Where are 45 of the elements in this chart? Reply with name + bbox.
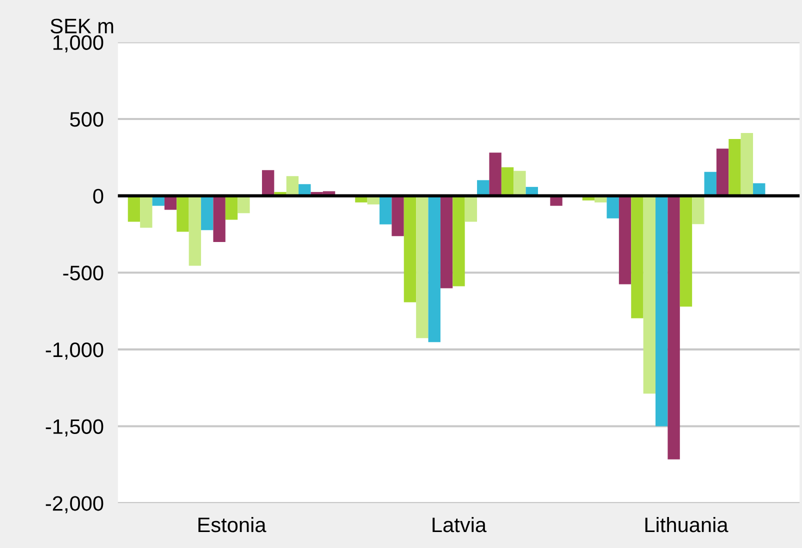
y-axis-title: SEK m	[50, 18, 114, 34]
bar	[128, 196, 140, 222]
bar	[380, 196, 392, 224]
bar	[286, 176, 299, 196]
bar	[692, 196, 704, 224]
y-tick-label: -1,000	[46, 342, 104, 360]
bar	[489, 152, 502, 196]
bar	[680, 196, 692, 307]
y-tick-label: -500	[63, 266, 104, 280]
bar	[201, 196, 214, 230]
bar	[440, 196, 453, 288]
x-tick-label: Lithuania	[645, 516, 728, 532]
bar	[704, 172, 716, 196]
bar	[631, 196, 644, 318]
bar	[501, 167, 514, 196]
bar	[656, 196, 668, 426]
bar	[643, 196, 656, 394]
bar	[416, 196, 428, 338]
bar	[140, 196, 152, 228]
bar	[514, 170, 526, 196]
y-tick-label: 500	[70, 112, 104, 127]
bar	[477, 180, 490, 196]
bar	[188, 196, 202, 266]
bar	[262, 170, 274, 196]
bar	[404, 196, 416, 302]
y-tick-label: -1,500	[46, 419, 104, 436]
bar	[392, 196, 404, 236]
bar	[428, 196, 440, 342]
bar	[213, 196, 226, 242]
y-tick-label: 1,000	[53, 35, 104, 52]
bar	[606, 196, 619, 218]
y-tick-label: 0	[93, 188, 104, 204]
bar	[740, 132, 754, 196]
bar	[238, 196, 250, 214]
x-tick-label: Latvia	[432, 516, 487, 532]
bar	[176, 196, 189, 232]
bar	[464, 196, 478, 222]
x-tick-label: Estonia	[198, 516, 266, 532]
y-tick-label: -2,000	[46, 496, 104, 514]
bar	[668, 196, 680, 460]
bar	[452, 196, 465, 286]
bar	[618, 196, 632, 284]
bar	[728, 138, 741, 196]
bar	[716, 148, 729, 196]
bar	[225, 196, 238, 220]
